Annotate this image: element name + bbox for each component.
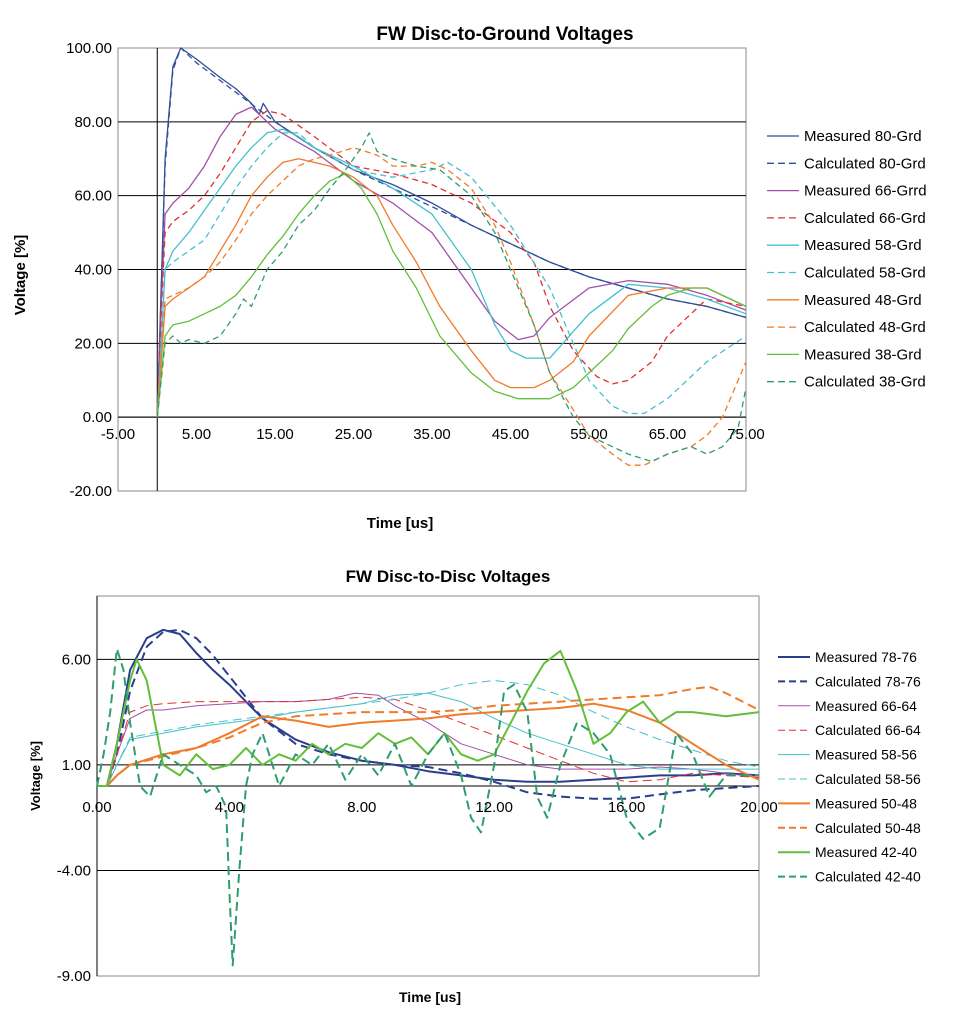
x-axis-label: Time [us] xyxy=(367,515,433,532)
series-line xyxy=(156,147,747,466)
legend-label: Measured 50-48 xyxy=(815,795,917,811)
chart-title: FW Disc-to-Disc Voltages xyxy=(346,567,551,586)
x-tick-label: -5.00 xyxy=(101,426,135,443)
legend-label: Measured 80-Grd xyxy=(804,128,922,145)
series-line xyxy=(97,628,760,787)
legend-label: Calculated 66-64 xyxy=(815,722,921,738)
x-tick-label: 45.00 xyxy=(492,426,530,443)
x-tick-label: 65.00 xyxy=(649,426,687,443)
series-line xyxy=(97,692,760,787)
x-tick-label: 55.00 xyxy=(570,426,608,443)
x-tick-label: 35.00 xyxy=(413,426,451,443)
x-tick-label: 20.00 xyxy=(740,799,778,816)
legend-label: Measured 66-Grrd xyxy=(804,183,927,200)
series-line xyxy=(97,685,760,787)
series-line xyxy=(156,158,747,418)
series-line xyxy=(156,132,747,463)
legend-label: Measured 38-Grd xyxy=(804,346,922,363)
series-line xyxy=(156,172,747,418)
legend-label: Measured 78-76 xyxy=(815,649,917,665)
legend-label: Calculated 58-56 xyxy=(815,771,921,787)
legend-label: Calculated 80-Grd xyxy=(804,155,926,172)
legend-label: Calculated 50-48 xyxy=(815,820,921,836)
x-tick-label: 25.00 xyxy=(335,426,373,443)
y-tick-label: -4.00 xyxy=(57,862,91,879)
legend-label: Calculated 42-40 xyxy=(815,869,921,885)
legend-label: Calculated 78-76 xyxy=(815,673,921,689)
legend-label: Calculated 38-Grd xyxy=(804,374,926,391)
x-tick-label: 12.00 xyxy=(475,799,513,816)
legend-label: Measured 58-56 xyxy=(815,747,917,763)
series-line xyxy=(156,132,747,418)
y-tick-label: 1.00 xyxy=(62,757,91,774)
x-tick-label: 0.00 xyxy=(82,799,111,816)
legend-label: Measured 58-Grd xyxy=(804,237,922,254)
y-tick-label: 80.00 xyxy=(74,114,112,131)
legend-label: Measured 48-Grd xyxy=(804,292,922,309)
series-line xyxy=(156,47,747,418)
series-line xyxy=(97,628,760,800)
y-tick-label: 40.00 xyxy=(74,262,112,279)
x-tick-label: 5.00 xyxy=(182,426,211,443)
y-tick-label: -20.00 xyxy=(69,483,112,500)
x-tick-label: 16.00 xyxy=(608,799,646,816)
disc-to-disc-chart: FW Disc-to-Disc Voltages Voltage [%] Tim… xyxy=(28,567,921,1005)
x-tick-label: 4.00 xyxy=(215,799,244,816)
x-tick-label: 8.00 xyxy=(347,799,376,816)
x-axis-label: Time [us] xyxy=(399,989,461,1005)
x-tick-label: 75.00 xyxy=(727,426,765,443)
series-line xyxy=(97,692,759,787)
y-axis-label: Voltage [%] xyxy=(28,741,43,811)
series-line xyxy=(156,128,747,418)
legend-label: Measured 66-64 xyxy=(815,698,917,714)
series-line xyxy=(97,702,760,787)
y-tick-label: 6.00 xyxy=(62,651,91,668)
y-axis-label: Voltage [%] xyxy=(12,235,29,316)
y-tick-label: 100.00 xyxy=(66,40,112,57)
chart-title: FW Disc-to-Ground Voltages xyxy=(376,24,633,45)
y-tick-label: -9.00 xyxy=(57,968,91,985)
legend-label: Calculated 66-Grd xyxy=(804,210,926,227)
y-tick-label: 60.00 xyxy=(74,188,112,205)
disc-to-ground-chart: FW Disc-to-Ground Voltages Voltage [%] T… xyxy=(12,24,927,532)
y-tick-label: 0.00 xyxy=(83,409,112,426)
legend-label: Measured 42-40 xyxy=(815,844,917,860)
legend-label: Calculated 48-Grd xyxy=(804,319,926,336)
series-line xyxy=(156,47,747,418)
series-line xyxy=(97,679,760,787)
series-line xyxy=(156,110,747,418)
y-tick-label: 20.00 xyxy=(74,335,112,352)
series-line xyxy=(96,647,759,967)
series-line xyxy=(97,696,760,787)
legend-label: Calculated 58-Grd xyxy=(804,265,926,282)
x-tick-label: 15.00 xyxy=(256,426,294,443)
